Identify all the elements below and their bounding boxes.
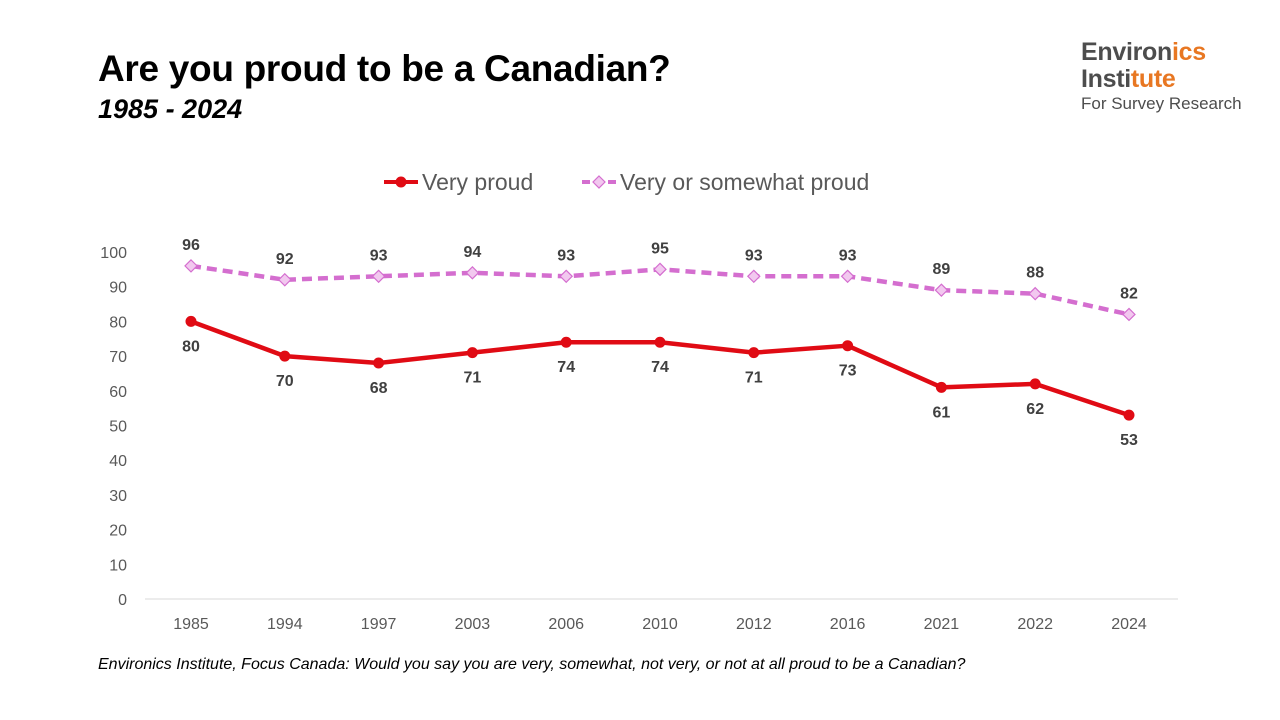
data-label: 71 [745,370,763,387]
x-tick-label: 2021 [924,616,960,633]
data-label: 71 [464,370,482,387]
logo-line-2-main: Insti [1081,65,1131,93]
source-footnote: Environics Institute, Focus Canada: Woul… [98,656,966,673]
data-label: 92 [276,251,294,268]
data-point [560,336,572,348]
legend-marker [395,176,407,188]
data-label: 61 [933,404,951,421]
environics-logo: Environics Institute For Survey Research [1081,40,1242,113]
y-tick-label: 0 [118,592,127,609]
chart-subtitle: 1985 - 2024 [98,94,243,124]
data-point [840,269,855,284]
y-tick-label: 90 [109,280,127,297]
x-tick-label: 2003 [455,616,491,633]
data-point [748,347,760,359]
y-tick-label: 100 [100,245,127,262]
data-label: 93 [370,247,388,264]
data-point [654,336,666,348]
data-label: 82 [1120,285,1138,302]
data-point [277,272,292,287]
logo-line-1-main: Environ [1081,38,1172,66]
data-label: 62 [1026,401,1044,418]
data-point [184,259,198,273]
legend-label: Very proud [422,169,533,195]
data-point [653,262,667,277]
y-tick-label: 60 [109,384,127,401]
data-point [842,340,854,352]
data-label: 94 [464,244,482,261]
data-label: 53 [1120,432,1138,449]
y-tick-label: 30 [109,488,127,505]
logo-line-2-accent: tute [1130,65,1176,93]
data-label: 93 [839,247,857,264]
x-tick-label: 1994 [267,616,303,633]
data-point [559,269,574,284]
data-point [466,347,478,359]
data-point [373,357,385,369]
data-label: 74 [557,359,575,376]
y-tick-label: 80 [109,314,127,331]
data-label: 74 [651,359,669,376]
x-tick-label: 2010 [642,616,678,633]
x-tick-label: 2024 [1111,616,1147,633]
data-point [185,315,197,327]
data-point [465,265,480,280]
data-point [1029,378,1041,390]
y-tick-label: 20 [109,523,127,540]
data-point [1123,409,1135,421]
logo-line-1-accent: ics [1171,38,1206,66]
data-point [1028,286,1043,301]
x-tick-label: 1985 [173,616,209,633]
data-label: 93 [557,247,575,264]
data-label: 73 [839,363,857,380]
data-label: 96 [182,237,200,254]
logo-line-1: Environics [1081,40,1242,65]
data-label: 93 [745,247,763,264]
y-tick-label: 40 [109,453,127,470]
x-tick-label: 2012 [736,616,772,633]
data-label: 68 [370,380,388,397]
y-tick-label: 70 [109,349,127,366]
data-point [935,381,947,393]
data-label: 70 [276,373,294,390]
data-label: 95 [651,240,669,257]
legend-label: Very or somewhat proud [620,169,869,195]
data-point [279,350,291,362]
logo-tagline: For Survey Research [1081,94,1242,113]
x-tick-label: 2022 [1017,616,1053,633]
data-point [934,283,949,298]
x-tick-label: 1997 [361,616,397,633]
y-tick-label: 50 [109,419,127,436]
data-point [1122,307,1136,322]
x-tick-label: 2016 [830,616,866,633]
data-point [746,269,761,284]
y-tick-label: 10 [109,557,127,574]
legend-marker [592,175,606,189]
data-label: 89 [933,261,951,278]
data-label: 88 [1026,265,1044,282]
chart-title: Are you proud to be a Canadian? [98,48,671,89]
data-label: 80 [182,338,200,355]
data-point [371,269,386,284]
x-tick-label: 2006 [548,616,584,633]
logo-line-2: Institute [1081,67,1242,92]
